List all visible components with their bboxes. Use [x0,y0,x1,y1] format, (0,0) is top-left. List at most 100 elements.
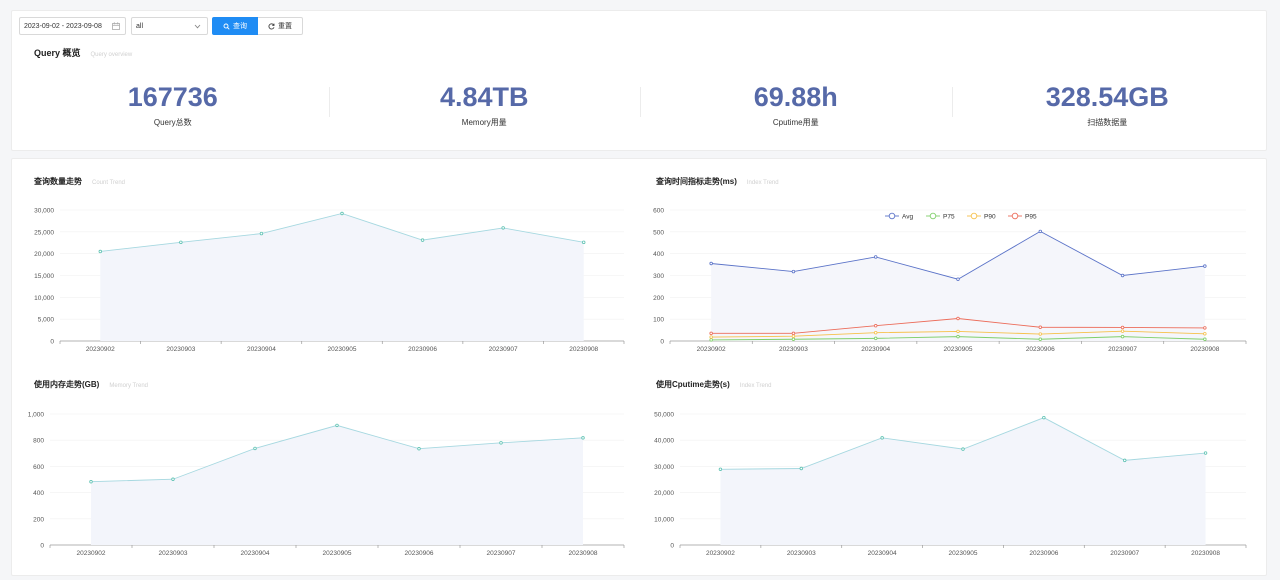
scope-select[interactable]: all [131,17,208,35]
data-point[interactable] [1203,451,1208,455]
y-tick-label: 0 [670,543,674,550]
data-point[interactable] [1038,229,1042,234]
data-point[interactable] [1203,337,1207,341]
x-tick-label: 20230902 [706,550,735,557]
y-tick-label: 40,000 [654,438,674,445]
data-point[interactable] [340,211,344,216]
data-point[interactable] [709,338,713,342]
metric-label: Query总数 [153,118,192,127]
data-point[interactable] [1120,273,1125,278]
data-point[interactable] [799,466,803,471]
data-point[interactable] [956,316,960,321]
y-tick-label: 25,000 [34,229,54,236]
data-point[interactable] [335,423,339,428]
date-range-picker[interactable]: 2023-09-02 - 2023-09-08 [19,17,126,35]
data-point[interactable] [791,337,796,341]
memory-trend-title: 使用内存走势(GB) Memory Trend [34,379,148,390]
data-point[interactable] [98,249,102,254]
time-trend-title: 查询时间指标走势(ms) Index Trend [656,176,779,187]
cputime-trend-title-text: 使用Cputime走势(s) [656,380,730,389]
y-tick-label: 10,000 [34,295,54,302]
data-point[interactable] [874,336,878,341]
data-point[interactable] [499,441,503,445]
data-point[interactable] [709,335,713,339]
data-point[interactable] [1120,325,1125,330]
x-tick-label: 20230904 [868,550,897,557]
refresh-icon [268,22,275,29]
x-tick-label: 20230906 [1029,550,1058,557]
series-area-Avg [711,231,1205,341]
query-button[interactable]: 查询 [212,17,258,35]
legend-item-P95[interactable]: P95 [1008,212,1037,220]
x-tick-label: 20230904 [861,346,890,353]
metric-query-count: 167736 Query总数 [17,81,329,137]
data-point[interactable] [1042,415,1046,420]
data-point[interactable] [1123,458,1127,463]
data-point[interactable] [874,255,878,259]
reset-button-label: 重置 [278,23,292,30]
metric-label: 扫描数据量 [1087,118,1128,127]
data-point[interactable] [961,447,965,451]
y-tick-label: 20,000 [34,251,54,258]
x-tick-label: 20230905 [328,346,357,353]
legend-label: P95 [1025,213,1037,220]
y-tick-label: 600 [653,208,664,215]
data-point[interactable] [420,238,425,242]
y-tick-label: 10,000 [654,516,674,523]
data-point[interactable] [1038,325,1042,329]
overview-title: Query 概览 Query overview [34,46,132,59]
data-point[interactable] [791,331,796,336]
data-point[interactable] [791,269,796,274]
x-tick-label: 20230905 [949,550,978,557]
y-tick-label: 15,000 [34,273,54,280]
data-point[interactable] [1120,334,1125,339]
y-tick-label: 200 [33,516,44,523]
data-point[interactable] [880,436,884,440]
metric-cputime: 69.88h Cputime用量 [640,81,952,137]
data-point[interactable] [259,231,264,236]
data-point[interactable] [874,324,878,328]
time-trend-title-text: 查询时间指标走势(ms) [656,177,737,186]
data-point[interactable] [956,334,960,339]
data-point[interactable] [501,226,505,230]
series-area-count [100,213,584,341]
data-point[interactable] [791,334,796,338]
x-tick-label: 20230908 [1191,550,1220,557]
data-point[interactable] [1038,332,1042,336]
data-point[interactable] [179,240,183,245]
data-point[interactable] [417,447,421,451]
x-tick-label: 20230902 [697,346,726,353]
data-point[interactable] [1038,337,1042,341]
y-tick-label: 0 [40,543,44,550]
reset-button[interactable]: 重置 [258,17,303,35]
legend-item-Avg[interactable]: Avg [885,212,913,220]
data-point[interactable] [581,436,585,440]
data-point[interactable] [718,467,723,471]
x-tick-label: 20230903 [166,346,195,353]
legend-item-P90[interactable]: P90 [967,212,996,220]
x-tick-label: 20230902 [86,346,115,353]
legend-item-P75[interactable]: P75 [926,212,955,220]
legend-marker [1011,212,1019,220]
y-tick-label: 30,000 [34,208,54,215]
data-point[interactable] [709,261,713,266]
data-point[interactable] [253,446,257,451]
cputime-trend-chart: 0 10,000 20,000 30,000 40,000 50,000 20230902 2… [654,412,1247,557]
data-point[interactable] [956,277,960,281]
cputime-trend-subtitle: Index Trend [739,383,772,389]
data-point[interactable] [956,329,960,334]
y-tick-label: 30,000 [654,464,674,471]
data-point[interactable] [1203,332,1207,336]
x-tick-label: 20230906 [1026,346,1055,353]
metric-value: 4.84TB [439,82,529,112]
data-point[interactable] [874,331,878,335]
data-point[interactable] [1203,326,1207,330]
data-point[interactable] [171,477,175,481]
data-point[interactable] [709,331,713,336]
data-point[interactable] [582,240,586,245]
y-tick-label: 800 [33,438,44,445]
data-point[interactable] [89,480,93,484]
overview-subtitle: Query overview [90,52,133,58]
data-point[interactable] [1203,264,1207,268]
data-point[interactable] [1120,329,1125,333]
